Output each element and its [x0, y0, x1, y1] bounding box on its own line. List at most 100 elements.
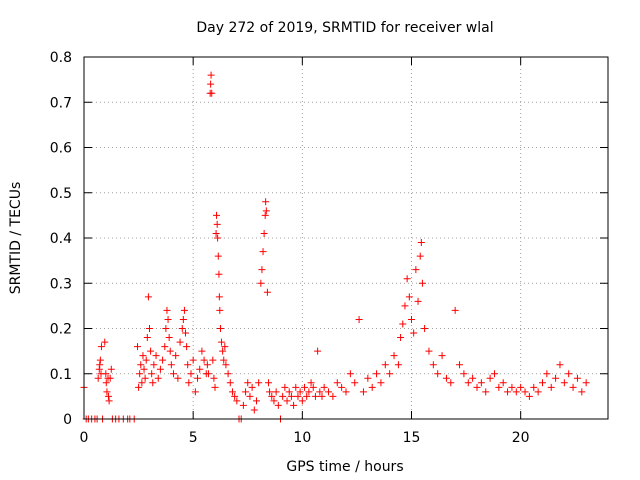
data-point: [156, 365, 164, 373]
data-point: [150, 361, 158, 369]
data-point: [333, 379, 341, 387]
data-point: [418, 279, 426, 287]
data-point: [211, 383, 219, 391]
data-point: [416, 252, 424, 260]
data-point: [262, 207, 270, 215]
y-tick-label: 0.6: [50, 141, 72, 157]
plot-frame: [83, 56, 609, 420]
data-point: [142, 356, 150, 364]
data-point: [408, 315, 415, 323]
data-point: [137, 361, 145, 369]
data-point: [214, 234, 222, 242]
grid: [84, 57, 608, 419]
data-point: [292, 383, 300, 391]
data-point: [208, 89, 216, 97]
data-point: [397, 334, 405, 342]
data-point: [285, 388, 293, 396]
data-point: [170, 370, 178, 378]
data-point: [213, 220, 221, 228]
data-point: [228, 388, 236, 396]
data-point: [258, 266, 266, 274]
data-point: [146, 325, 153, 332]
data-point: [224, 370, 232, 378]
data-point: [178, 325, 186, 332]
data-point: [279, 392, 287, 400]
data-point: [403, 275, 411, 283]
data-point: [281, 383, 289, 391]
data-point: [180, 306, 188, 314]
data-point: [102, 379, 110, 387]
data-point: [296, 388, 304, 396]
data-point: [105, 397, 113, 405]
data-point: [573, 374, 581, 382]
data-point: [250, 406, 258, 414]
x-tick-label: 10: [293, 430, 311, 446]
x-tick-label: 20: [512, 430, 530, 446]
data-point: [373, 370, 381, 378]
data-point: [355, 315, 363, 323]
data-point: [311, 392, 319, 400]
data-point: [303, 392, 311, 400]
data-point: [246, 392, 254, 400]
data-point: [390, 352, 398, 360]
data-point: [161, 343, 169, 351]
data-point: [96, 361, 104, 369]
data-point: [259, 248, 267, 256]
data-point: [218, 338, 226, 346]
data-point: [143, 334, 151, 342]
data-point: [212, 229, 220, 237]
data-point: [164, 315, 172, 323]
data-point: [184, 361, 192, 369]
data-point: [512, 388, 520, 396]
data-point: [198, 347, 206, 355]
data-point: [421, 325, 429, 332]
data-point: [425, 347, 433, 355]
data-point: [219, 347, 227, 355]
data-point: [473, 383, 481, 391]
y-tick-label: 0: [63, 412, 72, 428]
data-point: [165, 334, 173, 342]
data-point: [257, 279, 265, 287]
data-point: [290, 401, 298, 409]
data-point: [152, 352, 160, 360]
data-point: [305, 388, 313, 396]
data-point: [226, 379, 234, 387]
data-point: [140, 365, 148, 373]
data-point: [149, 379, 157, 387]
y-axis: 0 0.1 0.2 0.3 0.4 0.5 0.6 0.7 0.8: [50, 50, 608, 428]
data-point: [252, 397, 260, 405]
data-point: [490, 370, 498, 378]
x-axis-label: GPS time / hours: [286, 459, 403, 475]
x-tick-label: 0: [80, 430, 89, 446]
data-point: [104, 392, 112, 400]
data-point: [405, 293, 413, 301]
data-point: [200, 356, 208, 364]
y-tick-label: 0.4: [50, 231, 72, 247]
data-point: [133, 343, 141, 351]
data-point: [138, 379, 146, 387]
data-point: [460, 370, 468, 378]
data-point: [159, 356, 167, 364]
data-point: [213, 211, 221, 219]
data-point: [183, 343, 191, 351]
data-points: [80, 71, 590, 423]
data-point: [141, 374, 149, 382]
data-point: [469, 374, 477, 382]
data-point: [179, 315, 187, 323]
data-point: [216, 325, 224, 332]
data-point: [578, 388, 586, 396]
data-point: [147, 347, 155, 355]
data-point: [182, 329, 190, 337]
data-point: [174, 374, 182, 382]
data-point: [189, 356, 197, 364]
data-point: [377, 379, 385, 387]
data-point: [482, 388, 490, 396]
data-point: [196, 365, 204, 373]
data-point: [220, 356, 228, 364]
data-point: [447, 379, 455, 387]
y-tick-label: 0.2: [50, 322, 72, 338]
data-point: [262, 198, 270, 206]
data-point: [417, 239, 425, 247]
data-point: [97, 343, 105, 351]
data-point: [102, 370, 110, 378]
